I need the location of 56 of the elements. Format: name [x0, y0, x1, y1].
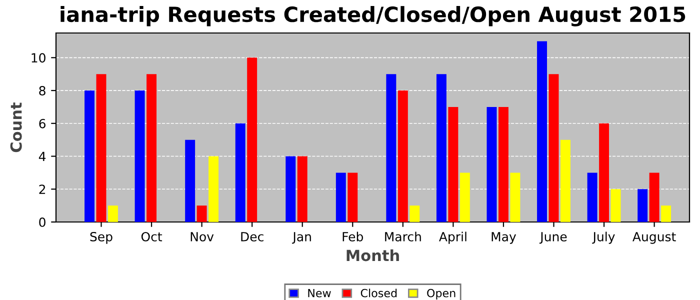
chart-title: iana-trip Requests Created/Closed/Open August 2015	[60, 6, 686, 26]
x-tick-label: Nov	[190, 232, 214, 242]
y-tick-label: 8	[39, 86, 46, 96]
x-tick-label: Oct	[141, 232, 162, 242]
bar	[436, 74, 446, 222]
bar	[247, 58, 258, 222]
y-tick-label: 4	[38, 152, 46, 162]
y-tick-label: 6	[39, 118, 46, 128]
bar	[146, 74, 157, 222]
bar	[610, 189, 621, 222]
bar	[84, 90, 95, 222]
bar	[297, 156, 308, 222]
bar	[286, 156, 296, 222]
y-tick-label: 10	[32, 53, 46, 63]
bar	[208, 156, 219, 222]
x-tick-label: May	[492, 232, 516, 244]
bar	[661, 206, 672, 222]
bar	[235, 123, 246, 222]
bar	[410, 206, 420, 222]
legend-label: Closed	[360, 288, 397, 298]
bar	[638, 189, 648, 222]
bar	[587, 172, 598, 222]
x-tick-label: August	[632, 232, 676, 244]
x-tick-label: March	[385, 232, 421, 242]
bar	[96, 74, 106, 222]
legend-label: Open	[427, 288, 456, 300]
legend-label: New	[308, 289, 331, 298]
bar	[548, 74, 559, 222]
bar	[510, 172, 520, 222]
bar	[336, 172, 346, 222]
bar	[108, 206, 118, 222]
y-axis-title: Count	[10, 102, 22, 152]
x-tick-label: Dec	[241, 232, 264, 242]
x-tick-label: Sep	[90, 232, 112, 244]
bar	[398, 90, 408, 222]
bar	[537, 41, 548, 222]
bar	[498, 106, 508, 222]
bar	[196, 206, 207, 222]
bar	[599, 123, 610, 222]
bar	[348, 172, 358, 222]
bar	[460, 172, 470, 222]
bar	[649, 172, 660, 222]
x-tick-label: Feb	[342, 232, 364, 242]
y-tick-label: 0	[39, 217, 46, 227]
bar	[448, 106, 458, 222]
x-tick-label: Jan	[292, 232, 311, 244]
x-tick-label: April	[439, 232, 466, 244]
x-tick-label: July	[592, 232, 615, 244]
y-tick-label: 2	[39, 184, 46, 194]
bar	[486, 106, 497, 222]
bar	[386, 74, 396, 222]
bar	[185, 140, 196, 222]
bar	[560, 140, 570, 222]
x-tick-label: June	[539, 232, 567, 244]
x-axis-title: Month	[346, 249, 399, 262]
bar	[134, 90, 145, 222]
